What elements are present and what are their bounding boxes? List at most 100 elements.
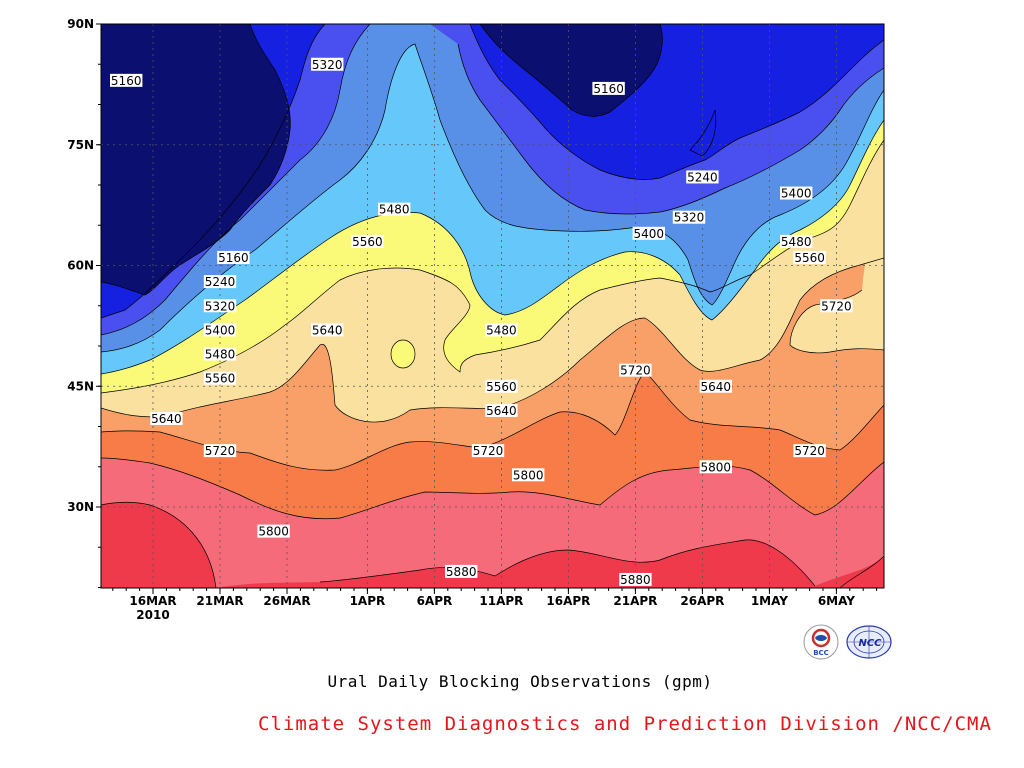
contour-line-5400 (101, 43, 884, 353)
contour-label: 5480 (486, 323, 517, 337)
contour-line-5240 (101, 24, 884, 319)
x-tick-label: 6APR (417, 594, 453, 608)
contour-label-bg (686, 170, 719, 184)
contour-label-bg (780, 186, 813, 200)
contour-label-bg (203, 275, 237, 289)
contour-label-bg (512, 468, 545, 482)
contour-label: 5640 (151, 412, 182, 426)
ncc-logo-icon: NCC (846, 625, 892, 659)
contour-label-bg (217, 250, 250, 264)
contour-label: 5880 (620, 573, 651, 587)
contour-label-bg (485, 379, 518, 393)
contour-label-bg (203, 347, 237, 361)
contour-label: 5160 (111, 74, 142, 88)
svg-text:NCC: NCC (858, 638, 882, 649)
contour-label-bg (619, 572, 652, 586)
contour-label: 5400 (634, 227, 665, 241)
contour-label: 5720 (620, 364, 651, 378)
contour-label-bg (311, 57, 344, 71)
contour-label: 5480 (379, 203, 410, 217)
contour-line-5880 (101, 501, 884, 588)
y-tick-label: 45N (67, 379, 94, 393)
contour-label-bg (257, 524, 290, 538)
contour-label-bg (471, 444, 505, 458)
contour-label: 5720 (794, 444, 825, 458)
band-below-5160 (101, 24, 663, 295)
contour-label-bg (311, 323, 344, 337)
x-tick-label: 26MAR (263, 594, 310, 608)
bcc-logo-icon: BCC (803, 624, 839, 660)
contour-label-bg (793, 250, 826, 264)
contour-label: 5400 (205, 323, 236, 337)
contour-label: 5560 (486, 380, 517, 394)
contour-label: 5720 (473, 444, 504, 458)
axes: 30N 45N 60N 75N 90N 16MAR 21MAR 26MAR 1APR 6APR 11… (67, 17, 878, 622)
contour-line-5560 (101, 139, 884, 394)
contour-label-bg (793, 444, 826, 458)
contour-label-bg (672, 210, 706, 224)
contour-bands (101, 24, 884, 588)
contour-label-bg (592, 81, 625, 95)
contour-label-bg (699, 460, 732, 474)
x-tick-label: 26APR (680, 594, 724, 608)
contour-line-5160 (101, 24, 717, 296)
contour-label-bg (378, 202, 411, 216)
band-5480-bubble (390, 339, 416, 369)
contour-label: 5560 (794, 251, 825, 265)
contour-label: 5400 (781, 187, 812, 201)
y-tick-label: 90N (67, 17, 94, 31)
x-tick-label: 16MAR (129, 594, 176, 608)
contour-label-bg (203, 444, 237, 458)
contour-label: 5480 (205, 348, 236, 362)
x-tick-label: 16APR (546, 594, 590, 608)
x-tick-label: 21APR (613, 594, 657, 608)
contour-label-bg (203, 323, 237, 337)
contour-labels: 5160 5320 5160 5240 5400 5480 5320 5400 5160 5560… (110, 57, 853, 587)
contour-label: 5800 (513, 468, 544, 482)
contour-label-bg (445, 564, 478, 578)
contour-label: 5240 (687, 170, 718, 184)
contour-label: 5800 (701, 460, 732, 474)
credit-text: Climate System Diagnostics and Predictio… (258, 713, 992, 735)
contour-label: 5240 (205, 275, 236, 289)
contour-line-5800 (101, 457, 884, 520)
contour-label: 5560 (205, 372, 236, 386)
contour-label: 5320 (674, 211, 705, 225)
contour-line-5480 (101, 119, 884, 375)
band-5160 (101, 24, 884, 318)
contour-label: 5640 (486, 404, 517, 418)
contour-label-bg (203, 299, 237, 313)
contour-label-bg (820, 299, 853, 313)
x-tick-label: 1MAY (751, 594, 788, 608)
contour-label-bg (150, 411, 183, 425)
x-year-label: 2010 (136, 608, 169, 622)
contour-label-bg (110, 73, 143, 87)
contour-label: 5800 (258, 525, 289, 539)
contour-lines (101, 24, 884, 588)
contour-line-5320 (101, 24, 884, 336)
x-tick-label: 1APR (350, 594, 386, 608)
y-tick-label: 60N (67, 259, 94, 273)
contour-label: 5480 (781, 235, 812, 249)
contour-label: 5560 (352, 235, 383, 249)
svg-text:BCC: BCC (813, 649, 829, 657)
contour-label-bg (699, 379, 732, 393)
contour-label-bg (485, 323, 518, 337)
contour-line-5720 (101, 371, 884, 471)
contour-label-bg (619, 363, 652, 377)
contour-label: 5640 (701, 380, 732, 394)
chart-title: Ural Daily Blocking Observations (gpm) (327, 672, 713, 691)
contour-label: 5720 (205, 444, 236, 458)
y-tick-label: 75N (67, 138, 94, 152)
contour-label: 5880 (446, 565, 477, 579)
contour-label-bg (485, 403, 518, 417)
x-tick-label: 21MAR (196, 594, 243, 608)
contour-label: 5320 (312, 58, 343, 72)
y-tick-label: 30N (67, 500, 94, 514)
contour-label-bg (203, 371, 237, 385)
x-tick-label: 11APR (479, 594, 523, 608)
contour-label: 5160 (593, 82, 624, 96)
x-tick-label: 6MAY (818, 594, 855, 608)
contour-label: 5320 (205, 299, 236, 313)
